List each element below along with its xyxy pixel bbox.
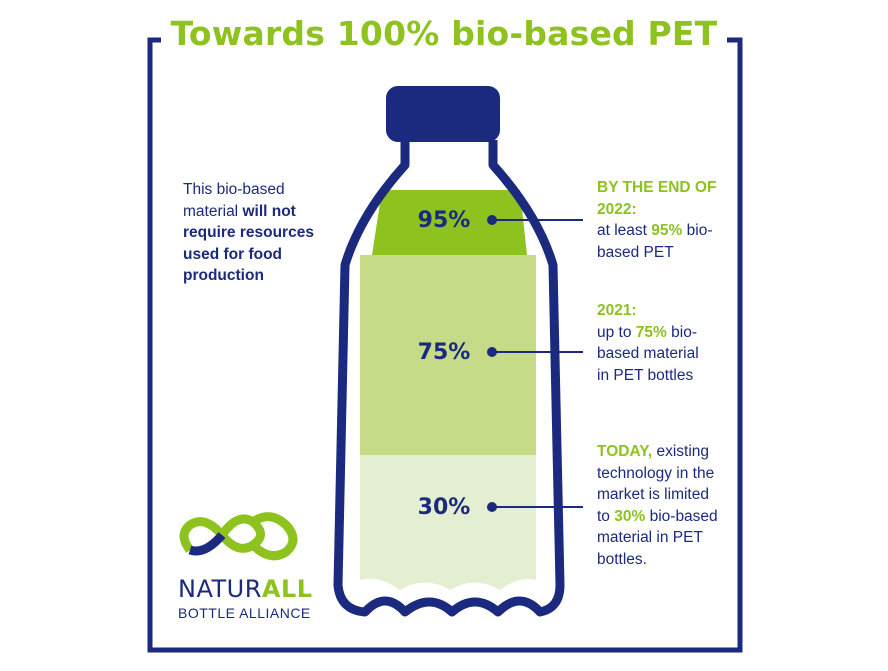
logo-subtitle: BOTTLE ALLIANCE (178, 605, 311, 621)
connector-dot-30 (487, 502, 497, 512)
connector-dot-75 (487, 347, 497, 357)
annotation-today-highlight: 30% (614, 507, 646, 525)
left-note-bold: will not require resources used for food… (183, 202, 314, 285)
logo-brand-part1: NATUR (178, 575, 262, 603)
annotation-today: TODAY, existing technology in the market… (597, 441, 722, 570)
annotation-today-pre: existing technology in the market is lim… (597, 443, 715, 525)
annotation-today-heading: TODAY, (597, 443, 653, 460)
connector-dot-95 (487, 215, 497, 225)
bottle-outline (333, 140, 565, 617)
fill-30-band (360, 455, 536, 590)
page-title: Towards 100% bio-based PET (0, 14, 888, 53)
outer-frame (147, 37, 743, 653)
bottle-cap (386, 86, 500, 142)
annotation-2021-pre: up to (597, 323, 632, 341)
annotation-2021-heading: 2021: (597, 302, 637, 319)
percent-label-30: 30% (417, 495, 471, 520)
annotation-end-2022-highlight: 95% (651, 222, 683, 239)
percent-label-95: 95% (417, 208, 471, 233)
logo-brand: NATURALL (178, 575, 313, 603)
left-note: This bio-based material will not require… (183, 179, 333, 287)
annotation-2021-highlight: 75% (635, 323, 667, 341)
annotation-2021: 2021: up to 75% bio-based material in PE… (597, 300, 707, 386)
annotation-end-2022: BY THE END OF 2022: at least 95% bio-bas… (597, 177, 737, 263)
annotation-end-2022-heading: BY THE END OF 2022: (597, 179, 717, 218)
logo-mark-icon (179, 512, 298, 561)
percent-label-75: 75% (417, 340, 471, 365)
annotation-end-2022-post: bio-based PET (597, 222, 713, 261)
annotation-2021-post: bio-based material in PET bottles (597, 323, 699, 384)
fill-75-band (360, 255, 536, 455)
fill-95-band (372, 190, 527, 255)
logo-brand-part2: ALL (261, 575, 313, 603)
left-note-plain: This bio-based material (183, 181, 285, 220)
annotation-end-2022-pre: at least (597, 222, 647, 239)
annotation-today-post: bio-based material in PET bottles. (597, 507, 718, 568)
bottle (333, 86, 565, 617)
